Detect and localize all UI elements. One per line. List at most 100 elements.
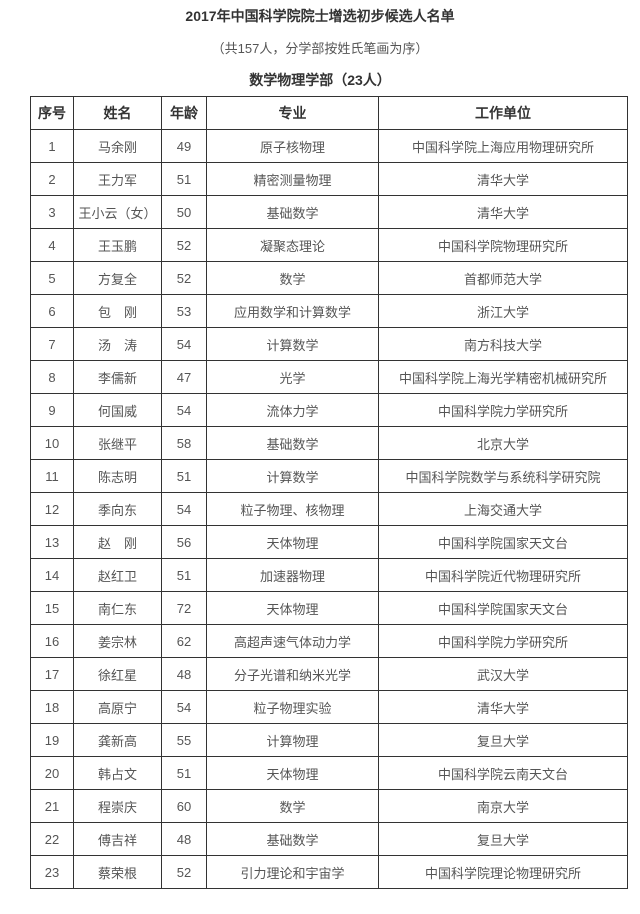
cell-institution: 南方科技大学 [378,327,628,361]
table-row: 17 徐红星 48 分子光谱和纳米光学 武汉大学 [30,657,628,691]
cell-major: 计算数学 [206,459,379,493]
cell-major: 天体物理 [206,756,379,790]
table-row: 14 赵红卫 51 加速器物理 中国科学院近代物理研究所 [30,558,628,592]
cell-institution: 中国科学院物理研究所 [378,228,628,262]
cell-major: 基础数学 [206,426,379,460]
cell-age: 49 [161,129,207,163]
cell-name: 马余刚 [73,129,162,163]
cell-age: 56 [161,525,207,559]
cell-age: 47 [161,360,207,394]
cell-name: 傅吉祥 [73,822,162,856]
table-row: 9 何国威 54 流体力学 中国科学院力学研究所 [30,393,628,427]
table-row: 22 傅吉祥 48 基础数学 复旦大学 [30,822,628,856]
cell-major: 天体物理 [206,591,379,625]
cell-major: 高超声速气体动力学 [206,624,379,658]
cell-name: 方复全 [73,261,162,295]
cell-institution: 上海交通大学 [378,492,628,526]
cell-name: 王小云（女） [73,195,162,229]
cell-index: 10 [30,426,74,460]
cell-major: 应用数学和计算数学 [206,294,379,328]
section-heading: 数学物理学部（23人） [249,72,391,88]
table-row: 4 王玉鹏 52 凝聚态理论 中国科学院物理研究所 [30,228,628,262]
cell-age: 54 [161,327,207,361]
table-row: 3 王小云（女） 50 基础数学 清华大学 [30,195,628,229]
cell-age: 51 [161,756,207,790]
cell-index: 6 [30,294,74,328]
cell-institution: 南京大学 [378,789,628,823]
cell-index: 22 [30,822,74,856]
cell-name: 何国威 [73,393,162,427]
cell-institution: 首都师范大学 [378,261,628,295]
cell-name: 程崇庆 [73,789,162,823]
cell-institution: 清华大学 [378,195,628,229]
cell-age: 53 [161,294,207,328]
table-header-row: 序号 姓名 年龄 专业 工作单位 [30,96,628,130]
cell-age: 54 [161,690,207,724]
cell-age: 54 [161,492,207,526]
cell-major: 引力理论和宇宙学 [206,855,379,889]
cell-major: 加速器物理 [206,558,379,592]
cell-name: 高原宁 [73,690,162,724]
cell-age: 51 [161,558,207,592]
cell-name: 韩占文 [73,756,162,790]
cell-major: 数学 [206,261,379,295]
cell-name: 李儒新 [73,360,162,394]
table-row: 23 蔡荣根 52 引力理论和宇宙学 中国科学院理论物理研究所 [30,855,628,889]
table-row: 13 赵 刚 56 天体物理 中国科学院国家天文台 [30,525,628,559]
cell-name: 龚新高 [73,723,162,757]
cell-index: 14 [30,558,74,592]
cell-age: 52 [161,228,207,262]
cell-age: 72 [161,591,207,625]
cell-major: 精密测量物理 [206,162,379,196]
cell-index: 3 [30,195,74,229]
cell-index: 1 [30,129,74,163]
cell-age: 52 [161,855,207,889]
cell-index: 15 [30,591,74,625]
cell-name: 张继平 [73,426,162,460]
table-row: 16 姜宗林 62 高超声速气体动力学 中国科学院力学研究所 [30,624,628,658]
cell-age: 58 [161,426,207,460]
cell-institution: 中国科学院近代物理研究所 [378,558,628,592]
table-row: 10 张继平 58 基础数学 北京大学 [30,426,628,460]
table-row: 19 龚新高 55 计算物理 复旦大学 [30,723,628,757]
cell-age: 55 [161,723,207,757]
cell-major: 数学 [206,789,379,823]
cell-major: 流体力学 [206,393,379,427]
cell-index: 16 [30,624,74,658]
cell-institution: 武汉大学 [378,657,628,691]
cell-major: 原子核物理 [206,129,379,163]
cell-major: 计算物理 [206,723,379,757]
cell-major: 基础数学 [206,822,379,856]
cell-age: 60 [161,789,207,823]
table-row: 12 季向东 54 粒子物理、核物理 上海交通大学 [30,492,628,526]
cell-index: 7 [30,327,74,361]
cell-name: 赵 刚 [73,525,162,559]
cell-age: 48 [161,657,207,691]
cell-institution: 复旦大学 [378,723,628,757]
cell-institution: 中国科学院云南天文台 [378,756,628,790]
table-row: 15 南仁东 72 天体物理 中国科学院国家天文台 [30,591,628,625]
cell-age: 51 [161,162,207,196]
table-row: 2 王力军 51 精密测量物理 清华大学 [30,162,628,196]
candidate-table: 序号 姓名 年龄 专业 工作单位 1 马余刚 49 原子核物理 中国科学院上海应用物理研… [30,96,628,889]
table-row: 8 李儒新 47 光学 中国科学院上海光学精密机械研究所 [30,360,628,394]
cell-institution: 清华大学 [378,162,628,196]
document-subtitle: （共157人，分学部按姓氏笔画为序） [211,41,429,56]
cell-institution: 中国科学院国家天文台 [378,591,628,625]
table-row: 20 韩占文 51 天体物理 中国科学院云南天文台 [30,756,628,790]
cell-major: 粒子物理、核物理 [206,492,379,526]
cell-index: 11 [30,459,74,493]
cell-major: 凝聚态理论 [206,228,379,262]
cell-index: 17 [30,657,74,691]
cell-major: 基础数学 [206,195,379,229]
cell-age: 48 [161,822,207,856]
cell-index: 12 [30,492,74,526]
cell-index: 8 [30,360,74,394]
cell-index: 9 [30,393,74,427]
table-row: 5 方复全 52 数学 首都师范大学 [30,261,628,295]
table-row: 1 马余刚 49 原子核物理 中国科学院上海应用物理研究所 [30,129,628,163]
header-index: 序号 [30,96,74,130]
cell-name: 季向东 [73,492,162,526]
cell-index: 13 [30,525,74,559]
